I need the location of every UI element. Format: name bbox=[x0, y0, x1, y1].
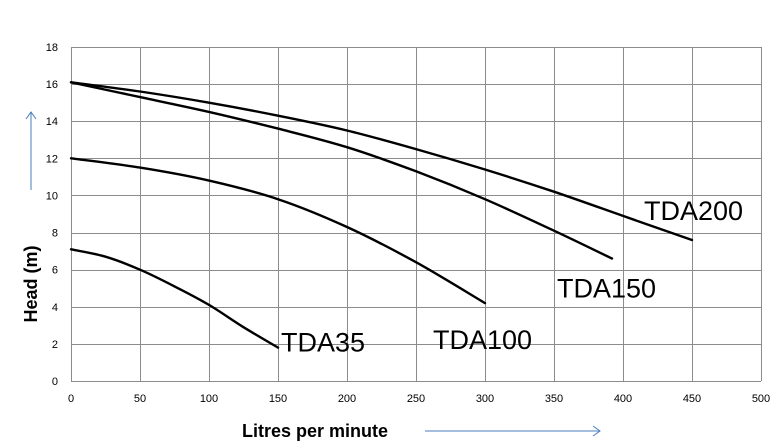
y-tick-label: 12 bbox=[46, 153, 58, 165]
y-tick-label: 4 bbox=[52, 302, 58, 314]
y-tick-label: 2 bbox=[52, 339, 58, 351]
x-tick-label: 450 bbox=[683, 393, 701, 405]
y-tick-label: 6 bbox=[52, 265, 58, 277]
series-line-tda35 bbox=[69, 248, 280, 349]
x-tick-label: 150 bbox=[269, 393, 287, 405]
y-tick-label: 8 bbox=[52, 228, 58, 240]
series-label-tda100: TDA100 bbox=[433, 325, 532, 355]
series-label-tda35: TDA35 bbox=[281, 328, 365, 358]
series-line-tda100 bbox=[69, 157, 487, 305]
x-tick-label: 500 bbox=[752, 393, 770, 405]
series-labels: TDA35 TDA100 TDA150 TDA200 bbox=[281, 196, 743, 358]
y-tick-labels: 0 2 4 6 8 10 12 14 16 18 bbox=[46, 42, 58, 388]
y-tick-label: 14 bbox=[46, 116, 58, 128]
y-tick-label: 16 bbox=[46, 79, 58, 91]
x-tick-labels: 0 50 100 150 200 250 300 350 400 450 500 bbox=[68, 393, 770, 405]
x-tick-label: 50 bbox=[134, 393, 146, 405]
x-tick-label: 200 bbox=[338, 393, 356, 405]
x-axis-title: Litres per minute bbox=[242, 421, 388, 441]
series-lines bbox=[69, 81, 694, 349]
x-tick-label: 250 bbox=[407, 393, 425, 405]
y-axis-title: Head (m) bbox=[21, 245, 41, 322]
x-tick-label: 300 bbox=[476, 393, 494, 405]
x-tick-label: 400 bbox=[614, 393, 632, 405]
x-tick-label: 350 bbox=[545, 393, 563, 405]
x-axis-arrow bbox=[425, 425, 601, 437]
series-line-tda150 bbox=[69, 81, 614, 260]
y-tick-label: 0 bbox=[52, 376, 58, 388]
series-label-tda200: TDA200 bbox=[644, 196, 743, 226]
y-axis-arrow bbox=[25, 111, 37, 190]
x-tick-label: 0 bbox=[68, 393, 74, 405]
horizontal-gridlines bbox=[71, 47, 761, 382]
series-line-tda200 bbox=[69, 81, 694, 242]
series-label-tda150: TDA150 bbox=[557, 274, 656, 304]
y-tick-label: 10 bbox=[46, 190, 58, 202]
x-tick-label: 100 bbox=[200, 393, 218, 405]
y-tick-label: 18 bbox=[46, 42, 58, 54]
